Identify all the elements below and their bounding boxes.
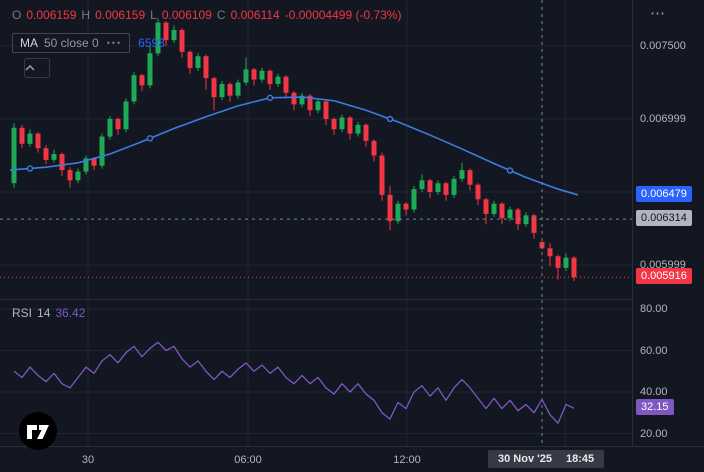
close-label: C: [216, 8, 226, 22]
rsi-axis-label: 80.00: [640, 303, 668, 315]
price-axis-label: 0.005999: [640, 259, 686, 272]
ma-more-options-icon[interactable]: •••: [106, 38, 123, 48]
rsi-pane-canvas[interactable]: [0, 300, 632, 446]
rsi-axis-label: 20.00: [640, 427, 668, 440]
main-grid: [0, 0, 632, 300]
time-axis-label: 06:00: [234, 454, 262, 466]
rsi-name: RSI: [12, 306, 33, 320]
tradingview-logo-icon: [27, 425, 49, 439]
ma-line: [9, 96, 579, 196]
price-axis-label: 0.006999: [640, 113, 686, 126]
rsi-axis-label: 40.00: [640, 386, 668, 398]
candlestick-series: [11, 18, 577, 282]
ma-price-badge: 0.006479: [636, 186, 692, 203]
open-label: O: [12, 8, 22, 22]
rsi-period: 14: [37, 306, 51, 320]
ohlc-legend: O 0.006159 H 0.006159 L 0.006109 C 0.006…: [12, 8, 401, 22]
ma-point-marker: [26, 165, 34, 172]
ma-params: 50 close 0: [44, 36, 99, 50]
ma-point-marker: [506, 167, 514, 174]
rsi-line: [13, 341, 575, 424]
rsi-value-badge: 32.15: [636, 399, 674, 416]
last-price-badge: 0.005916: [636, 268, 692, 285]
ma-point-marker: [386, 115, 394, 123]
crosshair-time: 18:45: [565, 453, 595, 465]
price-axis-label: 0.007500: [640, 40, 686, 52]
collapse-legend-button[interactable]: [24, 58, 50, 78]
close-value: 0.006114: [230, 8, 280, 22]
chevron-up-icon: [25, 65, 35, 71]
crosshair-price-badge: 0.006314: [636, 210, 692, 227]
ma-legend-box[interactable]: MA 50 close 0 •••: [12, 33, 131, 53]
pane-more-button[interactable]: ⋯: [650, 5, 666, 22]
main-chart-canvas[interactable]: [0, 0, 632, 300]
pane-separator[interactable]: [0, 299, 704, 300]
time-axis[interactable]: 30 Nov '25 18:45 30 06:00 12:00: [0, 446, 704, 472]
rsi-axis-label: 60.00: [640, 344, 668, 357]
high-label: H: [81, 8, 91, 22]
rsi-indicator-legend[interactable]: RSI 14 36.42: [12, 306, 85, 320]
rsi-grid: [0, 300, 632, 446]
ma-point-marker: [266, 94, 274, 102]
low-label: L: [150, 8, 157, 22]
time-axis-label: 30: [81, 454, 95, 466]
time-axis-label: 12:00: [393, 454, 421, 466]
ma-name: MA: [20, 36, 38, 50]
crosshair-date: 30 Nov '25: [498, 453, 552, 465]
ma-point-marker: [146, 135, 154, 142]
rsi-value: 36.42: [55, 306, 86, 320]
ma-indicator-legend: MA 50 close 0 ••• 6593: [12, 33, 165, 53]
open-value: 0.006159: [26, 8, 77, 22]
high-value: 0.006159: [95, 8, 146, 22]
tradingview-logo[interactable]: [19, 412, 57, 450]
low-value: 0.006109: [161, 8, 212, 22]
crosshair-time-badge: 30 Nov '25 18:45: [488, 450, 605, 468]
price-axis[interactable]: 0.007500 0.006999 0.005999 0.006479 0.006314…: [632, 0, 704, 446]
ma-legend-value: 6593: [138, 36, 165, 50]
change-value: -0.00004499 (-0.73%): [284, 8, 402, 22]
